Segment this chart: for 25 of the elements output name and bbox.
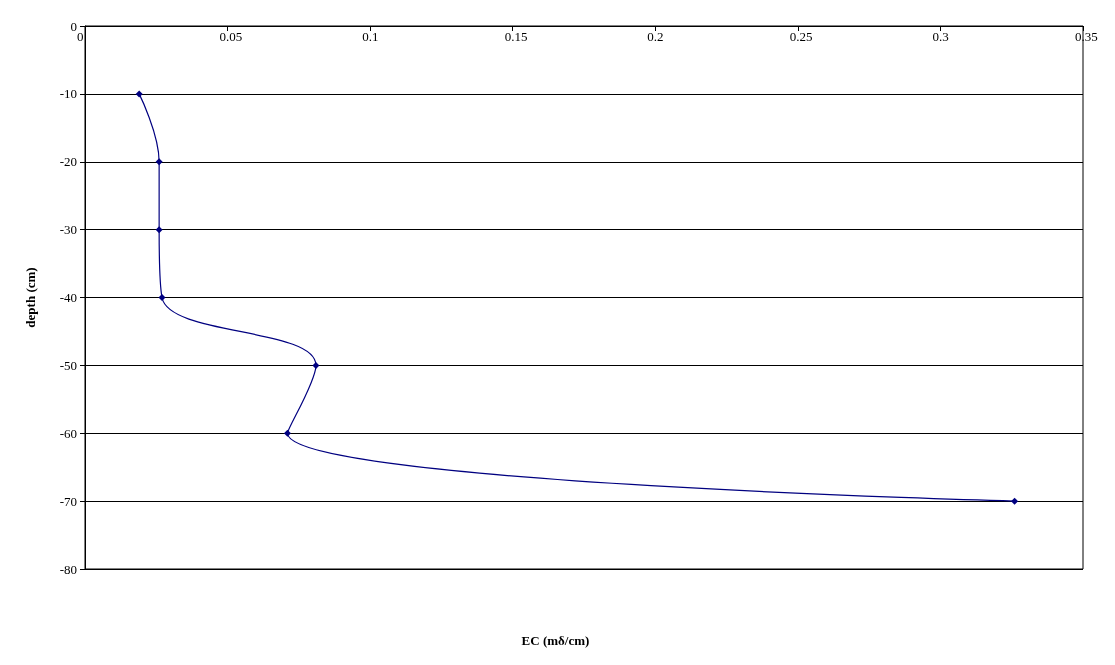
x-tick-label: 0.15 — [504, 29, 528, 44]
y-tick-label: -30 — [59, 222, 77, 238]
x-tick-label: 0.25 — [789, 29, 813, 44]
x-tick-label: 0.3 — [932, 29, 949, 44]
x-tick-label: 0.1 — [362, 29, 379, 44]
y-tick-label: 0 — [70, 18, 77, 34]
y-tick-label: -70 — [59, 493, 77, 509]
point — [312, 361, 320, 369]
point — [155, 226, 163, 234]
point — [135, 90, 143, 98]
point — [158, 294, 166, 301]
y-tick-label: -50 — [59, 357, 77, 373]
x-axis-title: EC (mδ/cm) — [521, 633, 590, 648]
point — [1011, 497, 1019, 505]
y-axis-title: depth (cm) — [23, 267, 38, 328]
y-tick-label: -40 — [59, 290, 77, 305]
y-tick-label: -80 — [59, 561, 77, 577]
point — [155, 158, 163, 166]
point — [283, 429, 291, 437]
x-tick-label: 0.2 — [647, 29, 664, 44]
x-tick-label: 0.35 — [1075, 29, 1098, 44]
y-tick-label: -10 — [59, 86, 77, 102]
x-tick-label: 0.05 — [219, 29, 243, 44]
y-tick-label: -20 — [59, 154, 77, 170]
y-tick-label: -60 — [59, 425, 77, 441]
